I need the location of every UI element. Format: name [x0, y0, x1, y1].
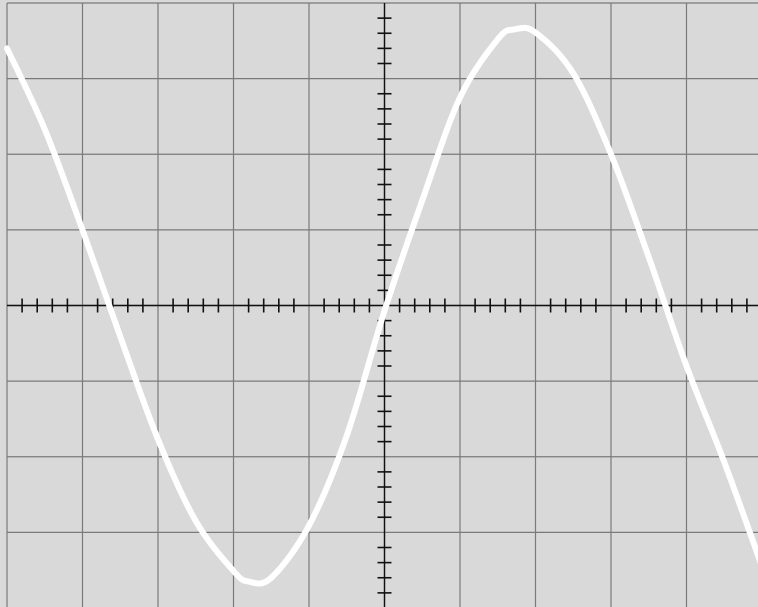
trace-layer: [4, 24, 758, 587]
trace-line-0: [4, 24, 758, 587]
